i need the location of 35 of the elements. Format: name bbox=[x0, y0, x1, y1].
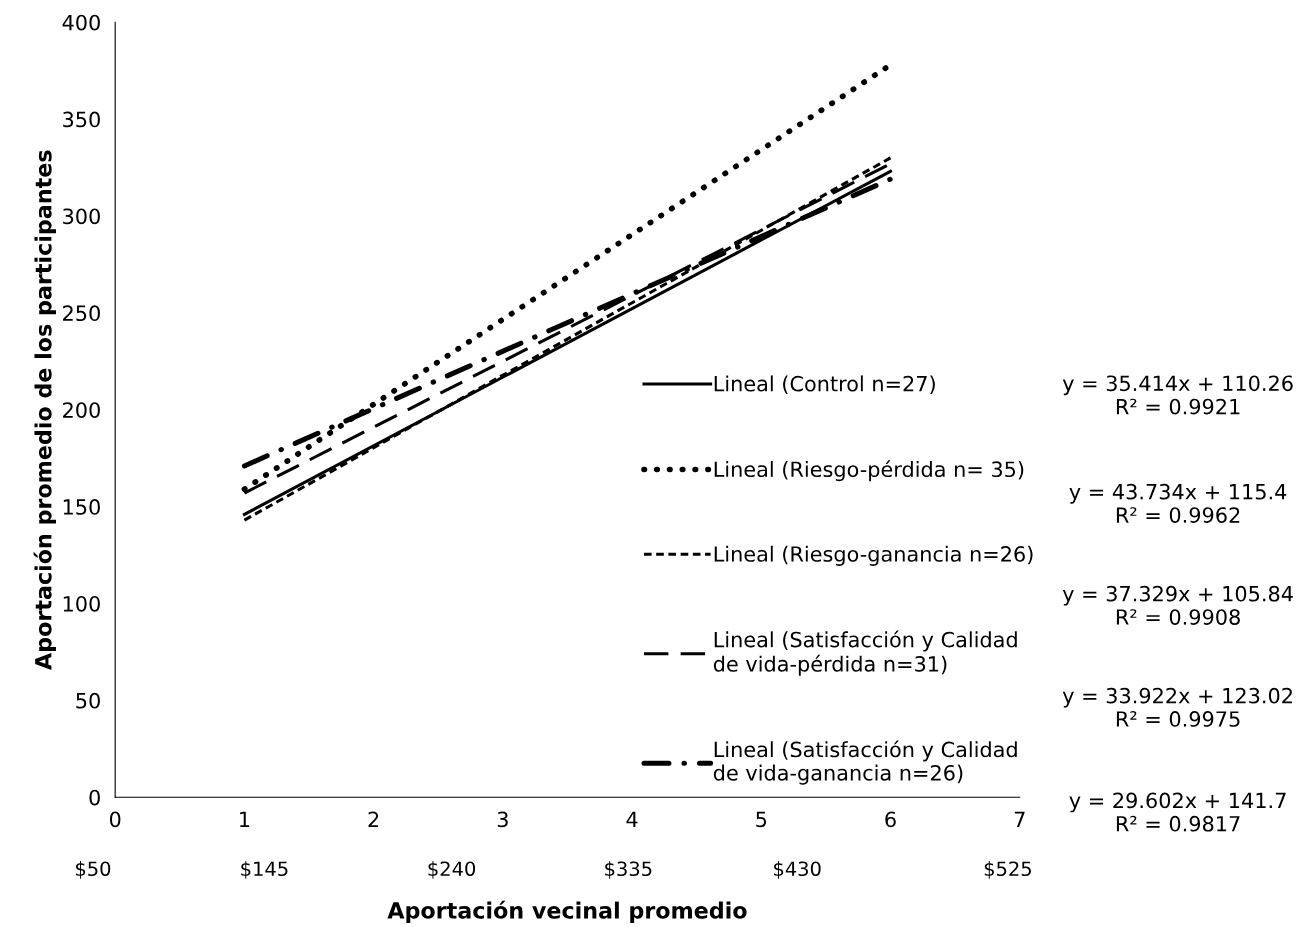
x-tick-label: 0 bbox=[109, 811, 121, 828]
y-tick-label: 400 bbox=[62, 14, 100, 31]
x-axis-title: Aportación vecinal promedio bbox=[387, 900, 747, 924]
x-tick-label: 2 bbox=[368, 811, 379, 827]
y-tick-label: 300 bbox=[63, 208, 100, 225]
legend-label: Lineal (Satisfacción y Calidad de vida-ganancia n=26) bbox=[713, 740, 1017, 785]
x-tick-label: 1 bbox=[240, 811, 250, 827]
y-tick-label: 150 bbox=[63, 499, 100, 515]
text: $145 bbox=[241, 861, 288, 879]
y-tick-label: 350 bbox=[63, 111, 100, 128]
text: $525 bbox=[984, 861, 1031, 879]
x-tick-label: 3 bbox=[497, 811, 508, 828]
x-tick-label: 7 bbox=[1014, 811, 1025, 827]
text: $430 bbox=[774, 861, 821, 879]
text: y = 37.329x + 105.84 R² = 0.9908 bbox=[1062, 585, 1293, 625]
y-axis-title: Aportación promedio de los participantes bbox=[33, 150, 56, 670]
text: y = 33.922x + 123.02 R² = 0.9975 bbox=[1062, 687, 1292, 727]
x-tick-label: 4 bbox=[626, 811, 638, 827]
y-tick-label: 200 bbox=[63, 402, 100, 418]
x-tick-label: 5 bbox=[756, 811, 767, 828]
legend-label: Lineal (Control n=27) bbox=[714, 375, 935, 394]
x-tick-label: 6 bbox=[885, 811, 896, 828]
text: y = 35.414x + 110.26 R² = 0.9921 bbox=[1062, 375, 1293, 415]
y-tick-label: 0 bbox=[89, 789, 100, 806]
text: $50 bbox=[76, 861, 111, 879]
legend-label: Lineal (Satisfacción y Calidad de vida-pérdida n=31) bbox=[713, 630, 1017, 676]
text: $240 bbox=[428, 861, 476, 879]
text: y = 29.602x + 141.7 R² = 0.9817 bbox=[1069, 792, 1286, 832]
y-tick-label: 100 bbox=[63, 595, 100, 612]
y-tick-label: 250 bbox=[63, 305, 100, 322]
legend-label: Lineal (Riesgo-pérdida n= 35) bbox=[714, 460, 1024, 482]
text: $335 bbox=[605, 861, 652, 879]
y-tick-label: 50 bbox=[76, 692, 100, 709]
legend-label: Lineal (Riesgo-ganancia n=26) bbox=[714, 545, 1033, 566]
text: y = 43.734x + 115.4 R² = 0.9962 bbox=[1069, 483, 1287, 523]
